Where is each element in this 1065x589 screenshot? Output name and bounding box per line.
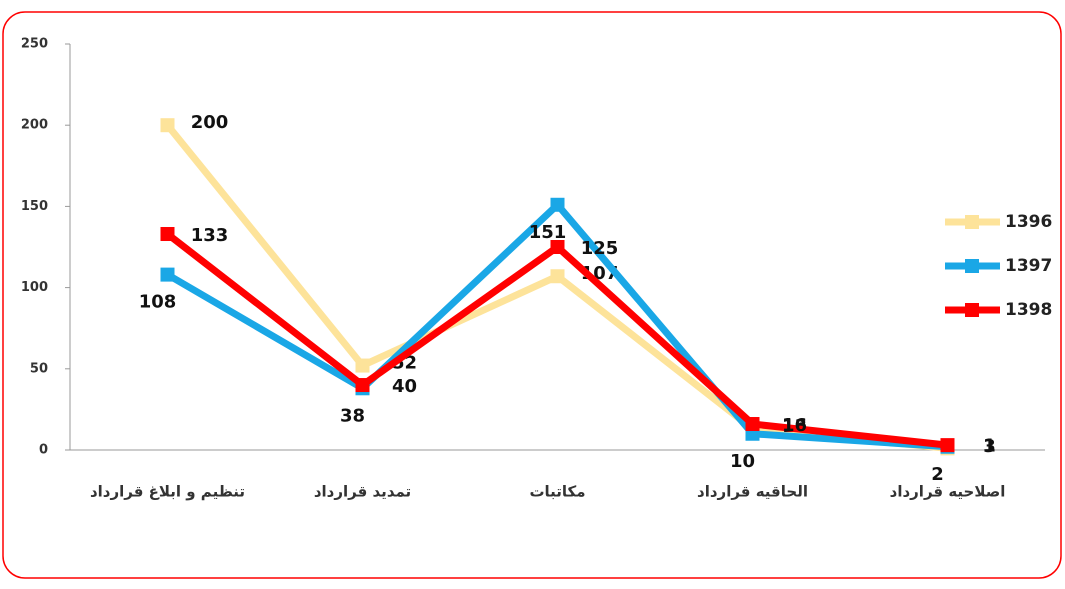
data-label: 200 [191, 112, 229, 133]
data-label: 151 [529, 222, 567, 243]
data-label: 2 [931, 464, 944, 485]
data-label: 108 [139, 292, 177, 313]
data-point [550, 197, 565, 212]
data-label: 133 [191, 225, 229, 246]
x-tick-label: تمدید قرارداد [314, 483, 411, 501]
data-label: 1 [983, 435, 996, 456]
data-point [355, 378, 370, 393]
data-point [355, 358, 370, 373]
data-point [550, 269, 565, 284]
y-tick-label: 50 [30, 361, 48, 376]
data-label: 3 [983, 436, 996, 457]
legend-label: 1397 [1005, 256, 1052, 276]
data-label: 16 [782, 415, 807, 436]
y-tick-label: 100 [21, 280, 48, 295]
data-point [160, 267, 175, 282]
data-point [160, 227, 175, 242]
x-tick-label: الحاقیه قرارداد [697, 483, 808, 501]
legend-label: 1398 [1005, 300, 1052, 320]
legend-marker [965, 259, 979, 273]
y-tick-label: 200 [21, 118, 48, 133]
chart-border [2, 11, 1062, 579]
data-point [550, 240, 565, 254]
data-label: 38 [340, 405, 365, 426]
x-tick-label: اصلاحیه قرارداد [890, 483, 1006, 501]
data-label: 10 [730, 451, 755, 472]
y-tick-label: 0 [39, 443, 48, 458]
x-tick-label: مکاتبات [529, 483, 585, 501]
data-label: 125 [581, 238, 619, 259]
x-tick-label: تنظیم و ابلاغ قرارداد [90, 483, 245, 501]
legend-label: 1396 [1005, 212, 1052, 232]
data-label: 40 [392, 376, 417, 397]
series-line [164, 122, 948, 452]
data-point [940, 438, 955, 453]
legend-marker [965, 303, 979, 317]
data-point [160, 118, 175, 133]
y-tick-label: 250 [21, 37, 48, 52]
data-point [745, 417, 760, 432]
legend-marker [965, 215, 979, 229]
y-tick-label: 150 [21, 199, 48, 214]
